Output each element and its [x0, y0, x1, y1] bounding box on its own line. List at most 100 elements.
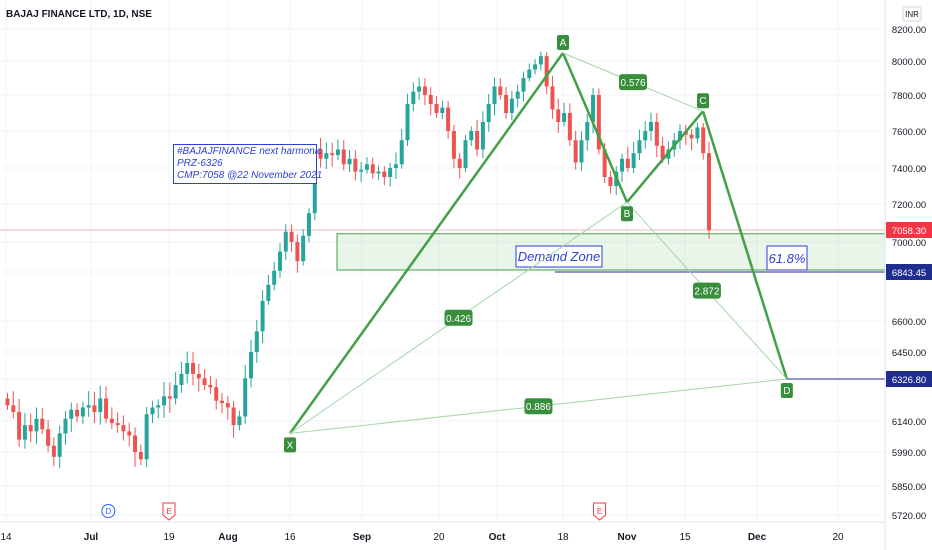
candle	[480, 122, 485, 150]
earnings-marker	[162, 502, 176, 521]
y-tick-label: 7800.00	[892, 91, 926, 102]
candle	[225, 403, 230, 408]
candle	[57, 433, 62, 457]
candle	[318, 149, 323, 159]
candle	[237, 416, 242, 426]
event-label: E	[597, 507, 602, 516]
currency-label: INR	[905, 10, 919, 19]
y-tick-label: 5850.00	[892, 482, 926, 493]
candle	[220, 400, 225, 404]
candle	[498, 86, 503, 95]
candle	[428, 95, 433, 104]
y-tick-label: 6450.00	[892, 348, 926, 359]
pattern-leg	[701, 110, 789, 380]
ratio-badge	[619, 74, 647, 91]
y-tick-label: 6140.00	[892, 417, 926, 428]
candle	[701, 127, 706, 154]
candle	[660, 145, 665, 159]
candle	[475, 131, 480, 150]
candle	[509, 98, 514, 113]
candle	[602, 149, 607, 177]
price-badge	[886, 264, 932, 280]
earnings-marker	[593, 502, 607, 521]
candle	[689, 134, 694, 139]
ratio-label: 0.426	[446, 314, 471, 325]
candle	[591, 95, 596, 122]
candle	[138, 452, 143, 460]
candle	[451, 131, 456, 159]
y-tick-label: 5990.00	[892, 448, 926, 459]
point-marker	[780, 383, 793, 398]
point-label: X	[287, 440, 294, 451]
candle	[150, 407, 155, 415]
point-label: C	[699, 96, 706, 107]
fib-label: 61.8%	[769, 251, 806, 266]
candle	[364, 164, 369, 170]
point-marker	[557, 35, 569, 50]
candle	[92, 405, 97, 413]
candle	[324, 153, 329, 159]
candle	[393, 164, 398, 168]
candle	[469, 131, 474, 141]
candle	[266, 284, 271, 301]
candle	[405, 104, 410, 141]
price-axis: INR 5720.00 5850.00 5990.00 6140.00 6326.80 64…	[884, 0, 932, 550]
candle	[28, 425, 33, 432]
candle	[707, 153, 711, 231]
x-tick-label: 16	[284, 532, 296, 543]
point-label: B	[624, 209, 631, 220]
x-tick-label: Dec	[748, 532, 767, 543]
candle	[51, 445, 56, 457]
candle	[75, 409, 80, 417]
candle	[109, 418, 114, 424]
candle	[533, 64, 538, 70]
candle	[637, 140, 642, 154]
candle	[121, 425, 126, 432]
candle	[521, 78, 526, 92]
candle	[248, 352, 253, 379]
candle	[515, 91, 520, 99]
x-tick-label: Sep	[353, 532, 371, 543]
candle	[277, 251, 282, 271]
ratio-label: 2.872	[694, 287, 719, 298]
candle	[295, 242, 300, 262]
point-label: D	[783, 386, 790, 397]
event-label: E	[166, 507, 171, 516]
candle	[631, 153, 636, 168]
candle	[486, 104, 491, 122]
candle	[127, 431, 132, 436]
analysis-note[interactable]: #BAJAJFINANCE next harmonic PRZ-6326 CMP…	[173, 144, 322, 184]
candle	[538, 56, 543, 65]
candle	[202, 378, 207, 386]
pattern-leg	[288, 52, 565, 435]
x-tick-label: Oct	[489, 532, 506, 543]
candle	[144, 414, 149, 460]
candle	[608, 177, 613, 186]
y-tick-label: 8000.00	[892, 57, 926, 68]
y-tick-label: 7000.00	[892, 238, 926, 249]
candle	[353, 158, 358, 172]
candle	[185, 362, 190, 374]
y-tick-label: 5720.00	[892, 511, 926, 522]
candle	[457, 158, 462, 168]
candle	[63, 418, 68, 434]
point-marker	[284, 437, 296, 453]
candle	[376, 171, 381, 174]
candle	[417, 86, 422, 92]
x-tick-label: 19	[163, 532, 175, 543]
candle	[556, 109, 561, 122]
candle	[620, 158, 625, 172]
time-axis: 14 Jul 19 Aug 16 Sep 20 Oct 18 Nov 15 Dec 20	[0, 521, 885, 543]
candle	[104, 398, 109, 419]
candle	[22, 425, 27, 440]
candle	[422, 86, 427, 95]
x-tick-label: Aug	[218, 532, 237, 543]
y-tick-label: 7200.00	[892, 200, 926, 211]
candle	[625, 158, 630, 168]
fib-label-box	[766, 245, 808, 271]
note-line-2: PRZ-6326	[177, 158, 223, 169]
y-tick-label: 8200.00	[892, 25, 926, 36]
candle	[5, 398, 10, 406]
candle	[550, 86, 555, 110]
